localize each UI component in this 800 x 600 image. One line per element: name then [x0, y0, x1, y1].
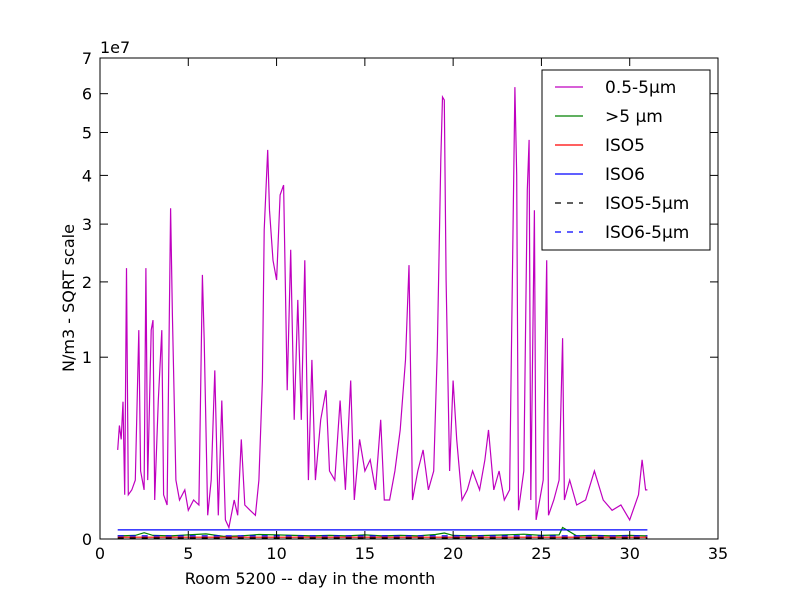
x-tick-label: 25 — [531, 544, 551, 563]
x-axis-label: Room 5200 -- day in the month — [185, 569, 436, 588]
legend-label: >5 µm — [605, 107, 663, 127]
x-tick-label: 20 — [443, 544, 463, 563]
x-tick-label: 5 — [183, 544, 193, 563]
y-offset-label: 1e7 — [100, 38, 130, 57]
legend-label: 0.5-5µm — [605, 78, 676, 98]
x-tick-label: 0 — [95, 544, 105, 563]
x-tick-label: 35 — [708, 544, 728, 563]
y-axis-label: N/m3 - SQRT scale — [59, 224, 78, 372]
x-tick-label: 30 — [620, 544, 640, 563]
x-tick-label: 15 — [355, 544, 375, 563]
legend-label: ISO5-5µm — [605, 194, 689, 214]
y-tick-label: 3 — [82, 215, 92, 234]
legend-label: ISO5 — [605, 136, 645, 156]
y-tick-label: 4 — [82, 166, 92, 185]
legend-box — [541, 69, 711, 251]
y-tick-label: 6 — [82, 85, 92, 104]
y-tick-label: 1 — [82, 348, 92, 367]
y-tick-label: 7 — [82, 49, 92, 68]
y-tick-label: 2 — [82, 273, 92, 292]
x-tick-label: 10 — [266, 544, 286, 563]
legend-label: ISO6 — [605, 165, 645, 185]
data-line — [117, 526, 648, 538]
data-line — [117, 87, 648, 530]
y-tick-label: 0 — [82, 530, 92, 549]
plot-frame — [99, 57, 719, 540]
y-tick-label: 5 — [82, 123, 92, 142]
legend-label: ISO6-5µm — [605, 223, 689, 243]
